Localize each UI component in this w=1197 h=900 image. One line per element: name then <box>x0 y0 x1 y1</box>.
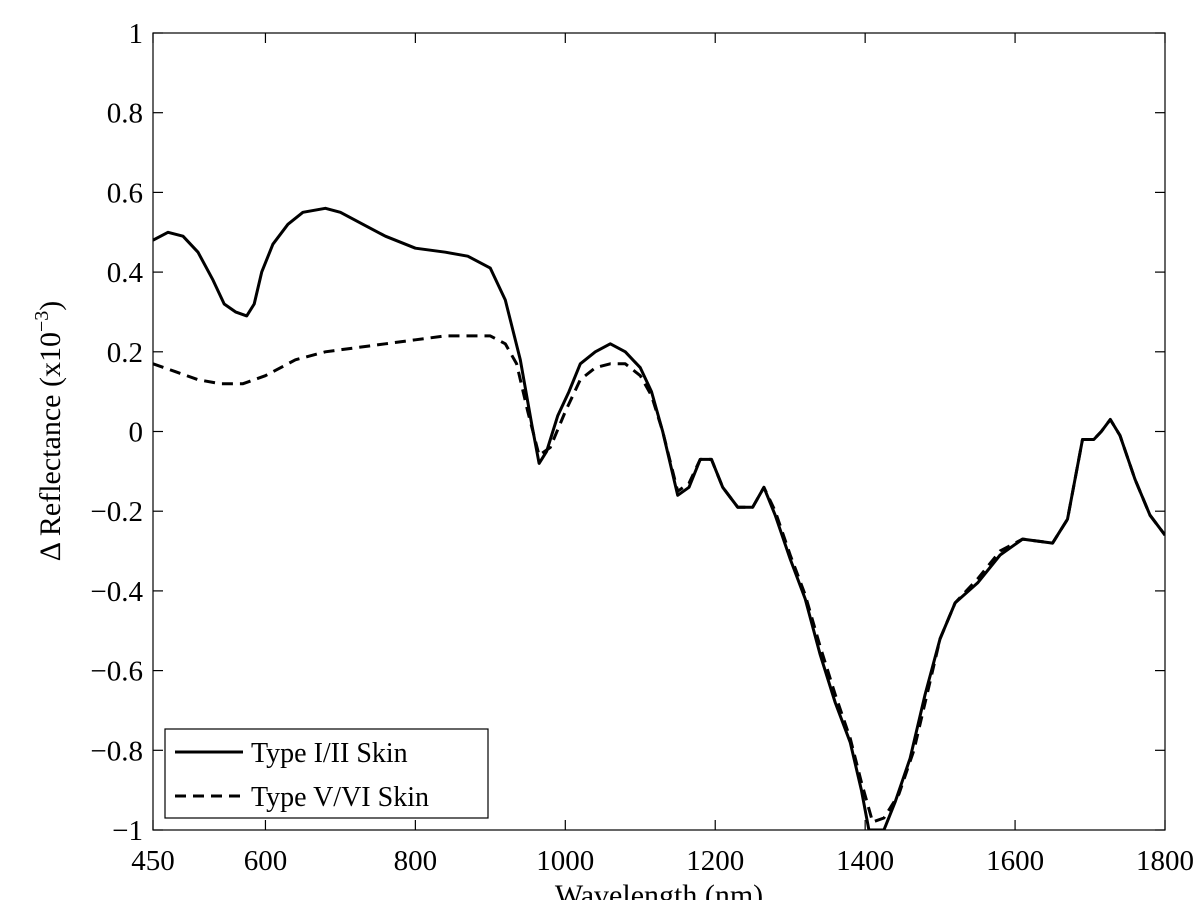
y-tick-label: 0 <box>129 417 144 449</box>
legend: Type I/II Skin Type V/VI Skin <box>164 728 489 819</box>
y-tick-label: −1 <box>112 815 143 847</box>
legend-label-type-i-ii: Type I/II Skin <box>251 738 408 769</box>
y-tick-label: −0.4 <box>90 576 143 608</box>
x-tick-label: 1200 <box>686 845 744 877</box>
y-tick-label: −0.2 <box>90 496 143 528</box>
x-tick-label: 450 <box>131 845 175 877</box>
y-tick-label: 0.2 <box>107 337 143 369</box>
y-axis-label: Δ Reflectance (x10−3) <box>31 301 67 561</box>
x-tick-label: 1000 <box>536 845 594 877</box>
series-layer <box>153 206 1165 830</box>
series-line-type-i-ii <box>153 206 1165 830</box>
x-tick-label: 1400 <box>836 845 894 877</box>
x-tick-label: 1600 <box>986 845 1044 877</box>
y-tick-label: 0.6 <box>107 177 143 209</box>
series-line-type-v-vi <box>153 334 1165 824</box>
x-tick-label: 800 <box>394 845 438 877</box>
x-axis-label: Wavelength (nm) <box>555 879 763 900</box>
y-tick-label: 0.8 <box>107 98 143 130</box>
y-axis-label-exponent: −3 <box>31 311 53 332</box>
plot-frame <box>152 32 1166 831</box>
legend-label-type-v-vi: Type V/VI Skin <box>251 782 429 813</box>
axes-layer: 450 600 800 1000 1200 1400 1600 1800 −1 −0.8 −0.6 −… <box>90 18 1194 877</box>
y-axis-label-main: Δ Reflectance (x10 <box>34 332 67 561</box>
y-axis-label-close: ) <box>34 301 67 311</box>
y-tick-label: 0.4 <box>107 257 144 289</box>
legend-box <box>164 728 489 819</box>
x-tick-label: 600 <box>244 845 288 877</box>
y-tick-label: −0.8 <box>90 735 143 767</box>
x-tick-label: 1800 <box>1136 845 1194 877</box>
y-tick-label: −0.6 <box>90 656 143 688</box>
y-tick-label: 1 <box>129 18 144 50</box>
